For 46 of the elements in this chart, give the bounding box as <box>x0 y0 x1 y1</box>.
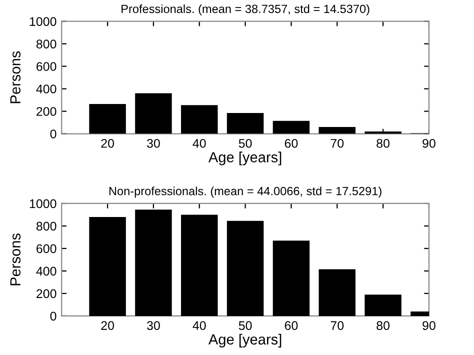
x-tick-label: 90 <box>422 138 436 148</box>
x-tick-label: 70 <box>330 321 344 330</box>
x-tick-label: 60 <box>284 321 298 330</box>
y-axis-title: Persons <box>10 51 21 104</box>
bar <box>181 214 218 316</box>
bar <box>318 127 356 134</box>
x-tick-label: 20 <box>101 138 114 148</box>
bar <box>226 112 264 134</box>
y-tick-label: 800 <box>36 222 56 231</box>
chart-title: Professionals. (mean = 38.7357, std = 14.5370) <box>122 4 370 16</box>
x-tick-label: 60 <box>284 138 298 148</box>
y-tick-label: 400 <box>36 84 56 94</box>
y-axis-title: Persons <box>10 233 21 286</box>
y-tick-label: 200 <box>36 107 56 116</box>
y-tick-label: 600 <box>36 62 56 71</box>
x-axis-title: Age [years] <box>208 152 282 166</box>
bar <box>89 216 126 316</box>
x-tick-label: 90 <box>422 321 436 330</box>
y-tick-label: 0 <box>50 130 56 138</box>
chart-title: Non-professionals. (mean = 44.0066, std = 17.5291) <box>109 186 382 198</box>
x-tick-label: 30 <box>146 321 160 330</box>
x-tick-label: 40 <box>192 321 206 330</box>
bar <box>318 269 356 316</box>
y-tick-label: 800 <box>36 40 56 48</box>
y-tick-label: 1000 <box>30 199 56 208</box>
y-tick-label: 400 <box>36 266 56 276</box>
x-tick-label: 40 <box>192 138 206 148</box>
y-tick-label: 600 <box>36 244 56 254</box>
x-tick-label: 50 <box>238 321 252 330</box>
y-tick-label: 1000 <box>30 17 56 26</box>
y-tick-label: 0 <box>50 312 56 321</box>
bar <box>272 120 310 134</box>
bar <box>226 220 264 316</box>
x-axis-title: Age [years] <box>208 334 282 348</box>
bar <box>181 105 218 134</box>
x-tick-label: 80 <box>376 138 390 148</box>
y-tick-label: 200 <box>36 289 56 298</box>
x-tick-label: 20 <box>101 321 114 330</box>
bar <box>89 104 126 134</box>
bar <box>135 93 172 134</box>
x-tick-label: 70 <box>330 138 344 148</box>
x-tick-label: 80 <box>376 321 390 330</box>
x-tick-label: 50 <box>238 138 252 148</box>
bar <box>364 294 402 316</box>
bar <box>272 240 310 316</box>
x-tick-label: 30 <box>146 138 160 148</box>
